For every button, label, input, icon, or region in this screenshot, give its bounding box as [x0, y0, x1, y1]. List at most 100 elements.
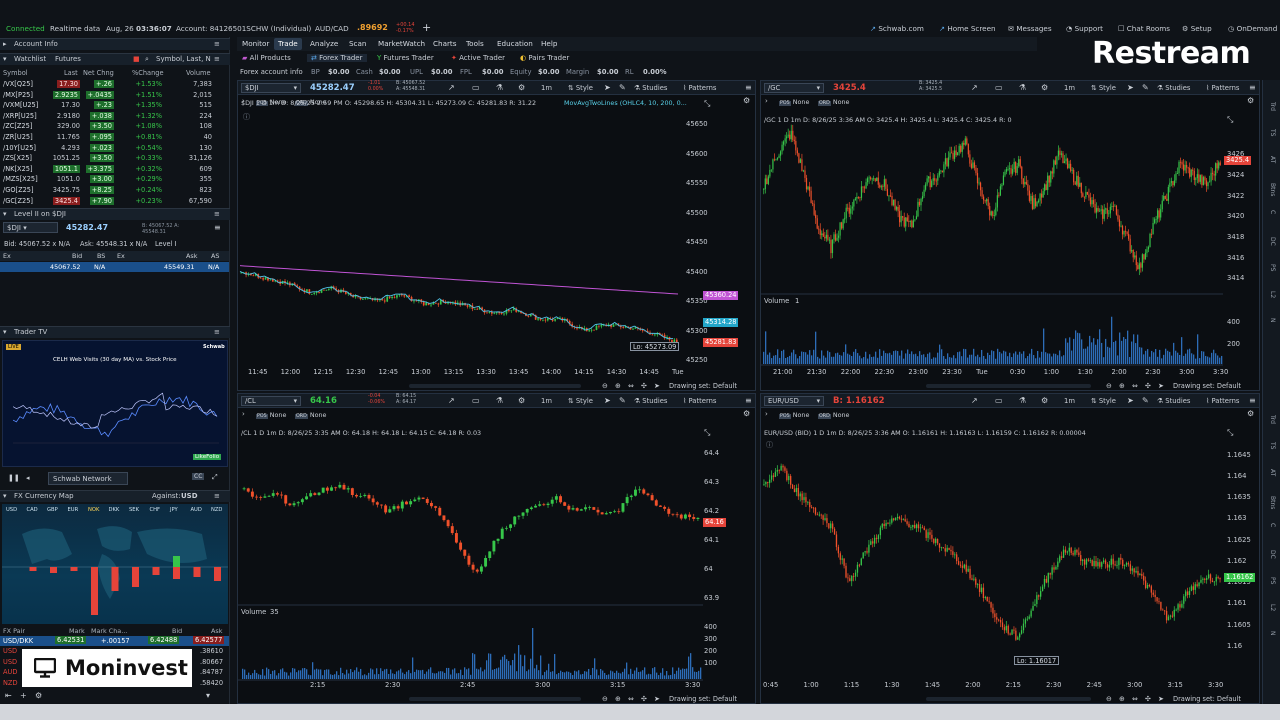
symbol-input[interactable]: $DJI ▾ [241, 83, 301, 93]
level-label[interactable]: Level I [155, 240, 177, 248]
side-tab[interactable]: Trd [1269, 102, 1276, 111]
watchlist-row[interactable]: /ZC[Z25] 329.00 +3.50 +1.08% 108 [0, 121, 228, 132]
menu-icon[interactable]: ≡ [745, 396, 752, 405]
network-select[interactable]: Schwab Network [48, 472, 128, 485]
layout-icon[interactable]: ▭ [472, 396, 480, 405]
drawing-icon[interactable]: ✎ [1142, 83, 1149, 92]
pos-flag[interactable]: POS None [779, 411, 810, 419]
watchlist-row[interactable]: /GC[Z25] 3425.4 +7.90 +0.23% 67,590 [0, 196, 228, 207]
layout-icon[interactable]: ▭ [995, 83, 1003, 92]
currency-label[interactable]: CAD [26, 507, 38, 513]
watchlist-row[interactable]: /ZS[X25] 1051.25 +3.50 +0.33% 31,126 [0, 153, 228, 164]
pan-icon[interactable]: ⇔ [1132, 695, 1138, 703]
zoom-in-icon[interactable]: ⊕ [615, 695, 621, 703]
timeframe-select[interactable]: 1m [541, 84, 552, 92]
currency-label[interactable]: GBP [47, 507, 58, 513]
menu-icon[interactable]: ≡ [1249, 396, 1256, 405]
gear-icon[interactable]: ⚙ [35, 691, 43, 700]
drawing-set-label[interactable]: Drawing set: Default [669, 695, 738, 703]
collapse-icon[interactable]: ▾ [3, 328, 7, 336]
zoom-out-icon[interactable]: ⊖ [1106, 695, 1112, 703]
expand-icon[interactable]: › [765, 410, 768, 418]
horizontal-scrollbar[interactable] [409, 697, 581, 701]
col-volume[interactable]: Volume [186, 69, 211, 77]
studies-button[interactable]: ⚗ Studies [1157, 397, 1191, 405]
flask-icon[interactable]: ⚗ [1019, 83, 1027, 92]
link-setup[interactable]: ⚙ Setup [1182, 24, 1212, 33]
side-tab[interactable]: Btns [1269, 496, 1276, 510]
watchlist-select[interactable]: Futures [55, 55, 81, 63]
gear-icon[interactable]: ⚙ [1041, 396, 1049, 405]
watchlist-row[interactable]: /VX[Q25] 17.30 +.26 +1.53% 7,383 [0, 79, 228, 90]
style-button[interactable]: ⇅ Style [1091, 397, 1116, 405]
tab-help[interactable]: Help [541, 39, 558, 48]
crosshair-icon[interactable]: ✣ [1145, 695, 1151, 703]
against-select[interactable]: USD [181, 492, 198, 500]
watchlist-row[interactable]: /MX[P25] 2.9235 +.0435 +1.51% 2,015 [0, 90, 228, 101]
side-tab[interactable]: TS [1269, 129, 1276, 137]
share-icon[interactable]: ↗ [448, 83, 455, 92]
flag-icon[interactable]: ■ [133, 55, 140, 63]
style-button[interactable]: ⇅ Style [568, 84, 593, 92]
patterns-button[interactable]: ⌇ Patterns [1206, 397, 1240, 405]
timeframe-select[interactable]: 1m [1064, 84, 1075, 92]
drawing-icon[interactable]: ✎ [619, 396, 626, 405]
gear-icon[interactable]: ⚙ [1247, 409, 1255, 418]
patterns-button[interactable]: ⌇ Patterns [683, 397, 717, 405]
side-tab[interactable]: N [1269, 318, 1276, 323]
side-tab[interactable]: Btns [1269, 183, 1276, 197]
layout-icon[interactable]: ▭ [995, 396, 1003, 405]
account-label[interactable]: Account: 84126501SCHW (Individual) [176, 24, 312, 33]
crosshair-icon[interactable]: ✣ [641, 382, 647, 390]
side-tab[interactable]: AT [1269, 156, 1276, 164]
currency-label[interactable]: EUR [67, 507, 79, 513]
side-tab[interactable]: L2 [1269, 604, 1276, 612]
trader-tv-video[interactable]: LIVE Schwab CELH Web Visits (30 day MA) … [2, 340, 228, 467]
fx-row-usd-dkk[interactable]: USD/DKK 6.42531 +.00157 6.42488 6.42577 [0, 636, 229, 646]
cursor-icon[interactable]: ➤ [604, 396, 611, 405]
time-axis-icon[interactable]: ⤡ [704, 428, 711, 437]
subtab-all-products[interactable]: ▰ All Products [242, 54, 291, 62]
symbol-input[interactable]: /GC ▾ [764, 83, 824, 93]
subtab-forex-trader[interactable]: ⇄ Forex Trader [307, 54, 367, 62]
gear-icon[interactable]: ⚙ [518, 83, 526, 92]
side-tab[interactable]: N [1269, 631, 1276, 636]
tab-education[interactable]: Education [497, 39, 533, 48]
tab-tools[interactable]: Tools [466, 39, 484, 48]
horizontal-scrollbar[interactable] [409, 384, 581, 388]
cursor-icon[interactable]: ➤ [1127, 396, 1134, 405]
timeframe-select[interactable]: 1m [541, 397, 552, 405]
volume-icon[interactable]: ◂ [26, 474, 30, 482]
flask-icon[interactable]: ⚗ [496, 83, 504, 92]
zoom-in-icon[interactable]: ⊕ [1119, 382, 1125, 390]
info-icon[interactable]: ⓘ [766, 441, 773, 449]
gear-icon[interactable]: ⚙ [1041, 83, 1049, 92]
link-home-screen[interactable]: ↗ Home Screen [939, 24, 996, 33]
side-tab[interactable]: AT [1269, 469, 1276, 477]
link-messages[interactable]: ✉ Messages [1008, 24, 1052, 33]
style-button[interactable]: ⇅ Style [568, 397, 593, 405]
pan-icon[interactable]: ⇔ [628, 382, 634, 390]
expand-icon[interactable]: › [242, 410, 245, 418]
drawing-icon[interactable]: ✎ [619, 83, 626, 92]
fx-row[interactable]: USD .38610 [0, 646, 229, 656]
info-icon[interactable]: ⓘ [243, 113, 250, 121]
patterns-button[interactable]: ⌇ Patterns [1206, 84, 1240, 92]
pan-icon[interactable]: ⇔ [1132, 382, 1138, 390]
pos-flag[interactable]: POS None [256, 98, 287, 106]
drawing-icon[interactable]: ✎ [1142, 396, 1149, 405]
side-tab[interactable]: PS [1269, 264, 1276, 272]
subtab-active-trader[interactable]: ✦ Active Trader [451, 54, 506, 62]
zoom-in-icon[interactable]: ⊕ [615, 382, 621, 390]
link-ondemand[interactable]: ◷ OnDemand [1228, 24, 1278, 33]
watchlist-row[interactable]: /ZR[U25] 11.765 +.095 +0.81% 40 [0, 132, 228, 143]
expand-icon[interactable]: › [765, 97, 768, 105]
collapse-icon[interactable]: ▾ [3, 210, 7, 218]
ord-flag[interactable]: ORD None [295, 98, 327, 106]
zoom-out-icon[interactable]: ⊖ [602, 382, 608, 390]
time-axis-icon[interactable]: ⤡ [1227, 428, 1234, 437]
subtab-futures-trader[interactable]: Y Futures Trader [377, 54, 434, 62]
drawing-set-label[interactable]: Drawing set: Default [1173, 382, 1242, 390]
add-icon[interactable]: + [20, 691, 27, 700]
menu-icon[interactable]: ≡ [214, 328, 220, 336]
